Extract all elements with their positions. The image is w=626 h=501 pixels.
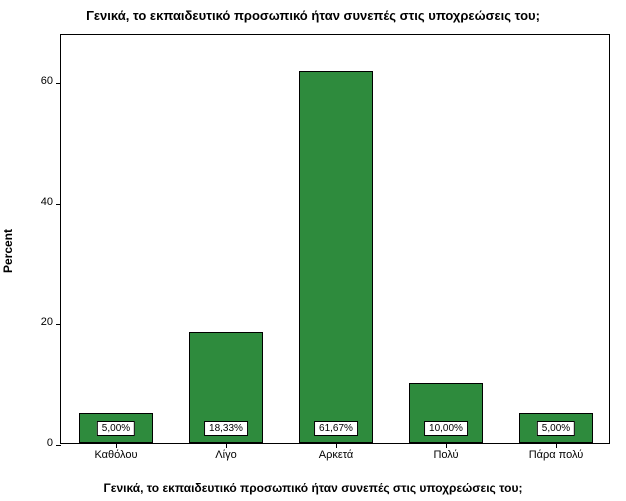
y-tick-mark [56,445,61,446]
bar: 5,00% [519,413,594,443]
y-axis-label: Percent [1,228,15,272]
x-tick-mark [556,443,557,448]
bar-value-label: 10,00% [424,421,468,436]
bar-value-label: 61,67% [314,421,358,436]
x-tick-mark [116,443,117,448]
bar-value-label: 18,33% [204,421,248,436]
y-tick-mark [56,324,61,325]
y-tick-mark [56,204,61,205]
chart-container: Γενικά, το εκπαιδευτικό προσωπικό ήταν σ… [0,0,626,501]
bar: 61,67% [299,71,374,443]
chart-title: Γενικά, το εκπαιδευτικό προσωπικό ήταν σ… [0,8,626,23]
x-tick-mark [446,443,447,448]
bar: 5,00% [79,413,154,443]
plot-area: 02040605,00%Καθόλου18,33%Λίγο61,67%Αρκετ… [60,34,610,444]
x-tick-mark [336,443,337,448]
bar-value-label: 5,00% [97,421,135,436]
bar-value-label: 5,00% [537,421,575,436]
y-tick-label: 40 [41,196,61,208]
y-tick-label: 60 [41,75,61,87]
y-tick-mark [56,83,61,84]
y-tick-label: 0 [47,437,61,449]
bar: 10,00% [409,383,484,443]
x-tick-mark [226,443,227,448]
x-axis-label: Γενικά, το εκπαιδευτικό προσωπικό ήταν σ… [0,481,626,495]
y-tick-label: 20 [41,316,61,328]
bar: 18,33% [189,332,264,443]
